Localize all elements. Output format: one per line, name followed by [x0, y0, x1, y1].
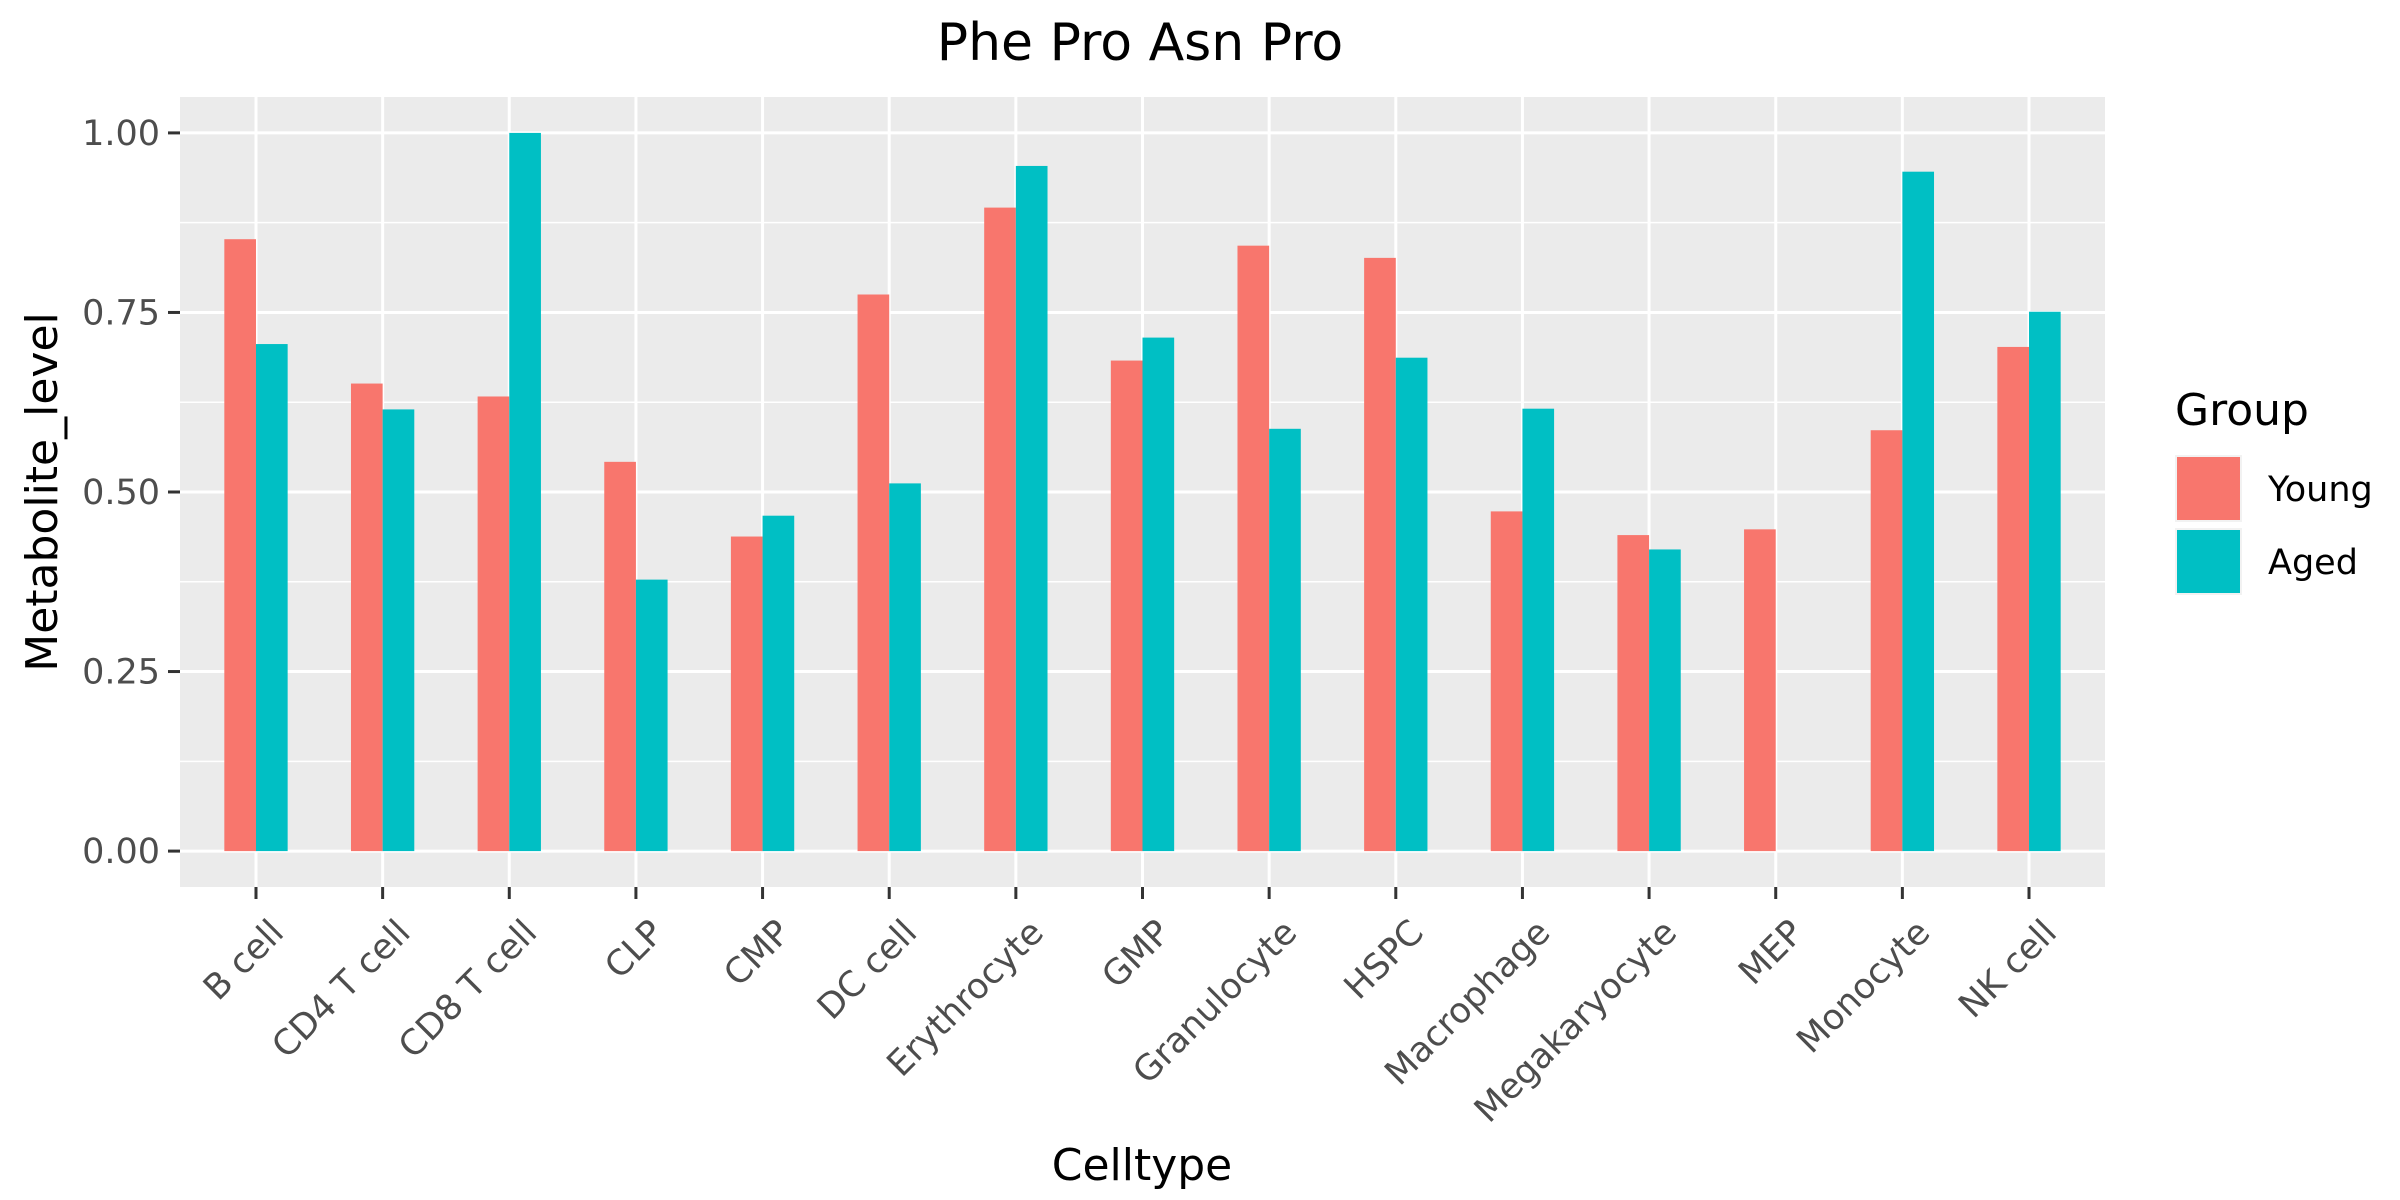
bar-aged-b-cell [255, 344, 288, 852]
bar-young-mep [1744, 529, 1776, 852]
x-tick-label: B cell [196, 913, 292, 1009]
bar-young-cd4-t-cell [350, 383, 383, 852]
bar-young-macrophage [1490, 511, 1523, 852]
bar-aged-clp [635, 579, 668, 852]
bar-aged-macrophage [1522, 408, 1555, 852]
bar-young-cd8-t-cell [477, 396, 510, 852]
bar-young-dc-cell [857, 294, 890, 852]
bar-aged-cd4-t-cell [382, 409, 415, 852]
y-tick-label: 0.25 [82, 653, 160, 693]
x-tick-label: Monocyte [1789, 913, 1938, 1062]
legend-swatch-aged [2177, 530, 2240, 593]
x-tick-label: MEP [1731, 913, 1811, 993]
bar-aged-erythrocyte [1015, 165, 1048, 852]
bar-aged-nk-cell [2029, 311, 2061, 852]
bar-aged-cd8-t-cell [509, 132, 541, 852]
bars [224, 132, 2061, 852]
y-tick-label: 0.75 [82, 293, 160, 333]
bar-aged-cmp [762, 515, 795, 852]
x-axis-title: Celltype [1052, 1140, 1233, 1191]
legend-label-young: Young [2267, 470, 2373, 510]
y-tick-label: 0.00 [82, 832, 160, 872]
bar-young-b-cell [224, 239, 256, 852]
x-tick-label: DC cell [810, 913, 925, 1028]
bar-young-clp [604, 461, 636, 852]
y-tick-label: 0.50 [82, 473, 160, 513]
bar-young-gmp [1110, 360, 1143, 852]
legend-label-aged: Aged [2268, 543, 2358, 583]
bar-young-nk-cell [1997, 346, 2030, 852]
bar-aged-monocyte [1902, 171, 1935, 852]
y-axis-title: Metabolite_level [17, 312, 68, 672]
bar-young-hspc [1364, 257, 1396, 852]
bar-young-monocyte [1870, 430, 1903, 852]
bar-aged-megakaryocyte [1649, 549, 1681, 852]
bar-aged-dc-cell [889, 483, 921, 852]
legend-swatch-young [2177, 457, 2240, 520]
bar-young-megakaryocyte [1617, 535, 1650, 852]
x-tick-label: GMP [1095, 913, 1179, 997]
bar-young-cmp [730, 536, 763, 852]
legend-title: Group [2175, 385, 2309, 436]
bar-aged-hspc [1395, 357, 1428, 852]
bar-young-granulocyte [1237, 245, 1270, 852]
x-tick-label: HSPC [1337, 913, 1432, 1008]
x-tick-label: CLP [598, 913, 672, 987]
x-tick-label: CMP [717, 913, 799, 995]
chart-title: Phe Pro Asn Pro [937, 13, 1344, 73]
y-tick-label: 1.00 [82, 114, 160, 154]
legend: Group Young Aged [2175, 385, 2373, 595]
bar-aged-granulocyte [1269, 428, 1301, 852]
bar-young-erythrocyte [984, 207, 1016, 852]
x-tick-label: NK cell [1951, 913, 2064, 1026]
bar-aged-gmp [1142, 337, 1175, 852]
x-tick-label: CD8 T cell [391, 913, 545, 1067]
y-axis: 0.00 0.25 0.50 0.75 1.00 [82, 114, 180, 872]
